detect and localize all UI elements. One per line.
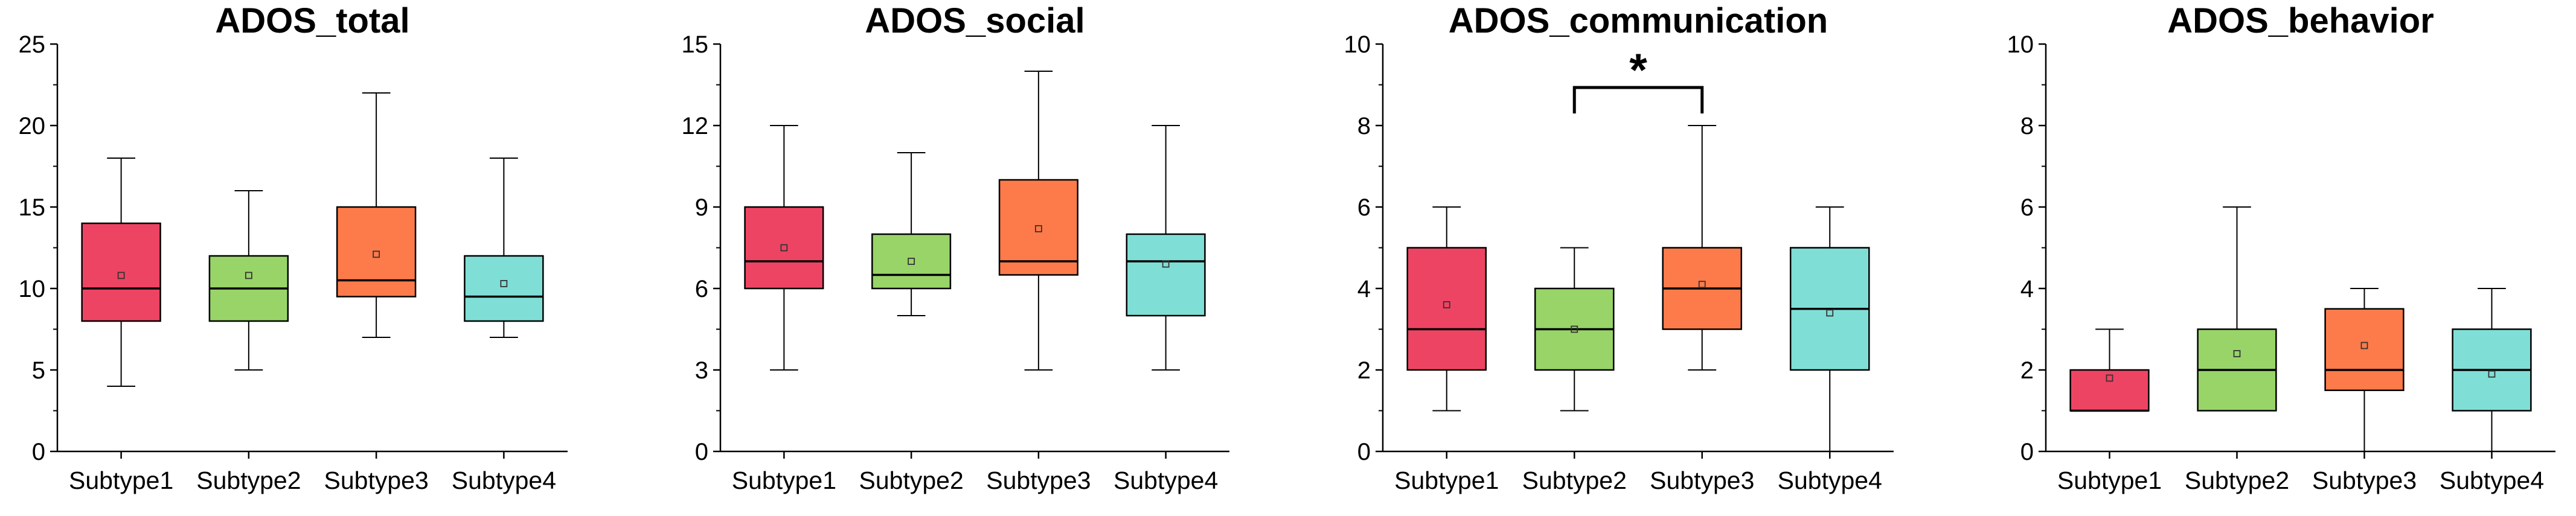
mean-marker [908,258,915,265]
y-tick-label: 0 [1357,439,1371,465]
y-tick-label: 4 [1357,276,1371,302]
x-category-label: Subtype2 [2185,467,2289,494]
box-iqr [2069,369,2150,412]
x-category-label: Subtype4 [452,467,556,494]
box-subtype3: Subtype3 [1650,125,1754,494]
mean-marker [1698,281,1706,288]
box-iqr [464,255,544,322]
y-tick-label: 4 [2020,276,2034,302]
y-tick-label: 2 [2020,357,2034,384]
mean-marker [373,250,380,258]
y-tick-label: 6 [2020,194,2034,221]
y-tick-label: 12 [682,113,709,139]
box-subtype1: Subtype1 [2057,328,2162,494]
x-category-label: Subtype3 [324,467,429,494]
box-iqr [1406,247,1487,371]
chart-title: ADOS_social [865,1,1085,40]
x-category-label: Subtype2 [196,467,301,494]
box-iqr [336,206,417,298]
mean-marker [1034,225,1042,232]
box-subtype3: Subtype3 [2312,288,2417,494]
y-tick-label: 6 [1357,194,1371,221]
y-tick-label: 8 [1357,113,1371,139]
y-tick-label: 10 [19,276,46,302]
chart-title: ADOS_total [215,1,409,40]
y-tick-label: 0 [32,439,45,465]
mean-marker [1162,260,1170,268]
y-tick-label: 3 [695,357,708,384]
x-category-label: Subtype2 [1522,467,1627,494]
y-tick-label: 9 [695,194,708,221]
mean-marker [2106,374,2113,382]
y-tick-label: 10 [1344,31,1371,58]
mean-marker [2360,342,2368,349]
mean-marker [780,244,788,252]
x-category-label: Subtype3 [986,467,1091,494]
x-category-label: Subtype1 [1394,467,1499,494]
x-category-label: Subtype3 [1650,467,1754,494]
chart-panel-2: ADOS_social 0 3 6 9 12 15 Subtype1 Subtype2 Subty… [682,1,1229,494]
x-category-label: Subtype4 [2440,467,2544,494]
box-subtype3: Subtype3 [986,71,1091,494]
x-category-label: Subtype3 [2312,467,2417,494]
chart-panel-3: ADOS_communication 0 2 4 6 8 10 Subtype1 Subtype… [1344,1,1894,494]
mean-marker [245,272,252,279]
chart-panel-1: ADOS_total 0 5 10 15 20 25 Subtype1 Subtype2 Subt… [19,1,568,494]
y-tick-label: 0 [2020,439,2034,465]
x-category-label: Subtype4 [1778,467,1882,494]
box-subtype1: Subtype1 [732,125,836,494]
box-subtype4: Subtype4 [452,158,556,494]
mean-marker [2488,370,2496,378]
x-category-label: Subtype2 [859,467,964,494]
box-subtype3: Subtype3 [324,92,429,494]
x-category-label: Subtype1 [69,467,173,494]
mean-marker [1443,301,1450,308]
y-tick-label: 15 [682,31,709,58]
significance-star: * [1629,45,1647,96]
box-subtype2: Subtype2 [196,190,301,494]
x-category-label: Subtype4 [1113,467,1218,494]
y-tick-label: 10 [2007,31,2034,58]
mean-marker [1826,309,1834,317]
mean-marker [500,279,508,287]
box-subtype2: Subtype2 [1522,247,1627,494]
box-subtype2: Subtype2 [2185,206,2289,494]
chart-title: ADOS_communication [1449,1,1828,40]
y-tick-label: 15 [19,194,46,221]
box-subtype4: Subtype4 [2440,288,2544,494]
box-iqr [871,233,952,290]
box-subtype1: Subtype1 [69,158,173,494]
x-category-label: Subtype1 [2057,467,2162,494]
x-category-label: Subtype1 [732,467,836,494]
y-tick-label: 5 [32,357,45,384]
box-subtype2: Subtype2 [859,152,964,494]
box-subtype1: Subtype1 [1394,206,1499,494]
box-iqr [2324,308,2405,391]
significance-bracket [1572,86,1704,113]
y-tick-label: 0 [695,439,708,465]
y-tick-label: 20 [19,113,46,139]
y-tick-label: 25 [19,31,46,58]
box-iqr [1126,233,1206,317]
mean-marker [1571,325,1578,333]
y-tick-label: 2 [1357,357,1371,384]
mean-marker [2233,350,2241,357]
box-subtype4: Subtype4 [1113,125,1218,494]
box-iqr [998,179,1078,276]
y-tick-label: 8 [2020,113,2034,139]
box-subtype4: Subtype4 [1778,206,1882,494]
box-iqr [744,206,824,290]
chart-panel-4: ADOS_behavior 0 2 4 6 8 10 Subtype1 Subtype2 Subt… [2007,1,2555,494]
chart-title: ADOS_behavior [2167,1,2434,40]
y-tick-label: 6 [695,276,708,302]
mean-marker [117,272,125,279]
